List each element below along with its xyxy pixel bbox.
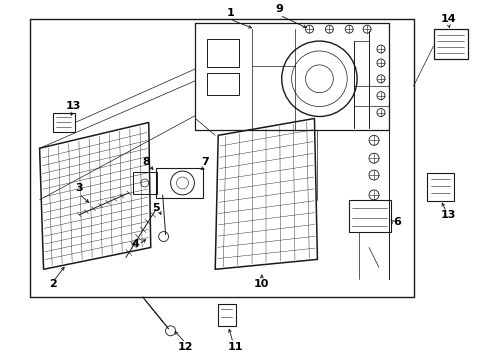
Text: 3: 3 xyxy=(75,183,83,193)
Bar xyxy=(207,39,239,67)
Text: 9: 9 xyxy=(276,4,284,14)
Bar xyxy=(207,73,239,95)
Bar xyxy=(156,168,203,198)
Text: 12: 12 xyxy=(178,342,193,352)
Text: 11: 11 xyxy=(227,342,243,352)
Bar xyxy=(427,173,454,201)
Text: 14: 14 xyxy=(441,14,456,24)
Bar xyxy=(349,200,391,231)
Text: 1: 1 xyxy=(226,8,234,18)
Bar xyxy=(218,304,236,326)
Text: 13: 13 xyxy=(441,210,456,220)
Bar xyxy=(434,29,468,59)
Text: 10: 10 xyxy=(254,279,270,289)
Bar xyxy=(53,113,75,132)
Text: 7: 7 xyxy=(201,157,209,167)
Text: 4: 4 xyxy=(132,239,140,249)
Text: 2: 2 xyxy=(49,279,57,289)
Text: 5: 5 xyxy=(152,203,160,213)
Text: 8: 8 xyxy=(142,157,149,167)
Text: 13: 13 xyxy=(66,100,81,111)
Bar xyxy=(133,172,157,194)
Text: 6: 6 xyxy=(393,217,401,227)
